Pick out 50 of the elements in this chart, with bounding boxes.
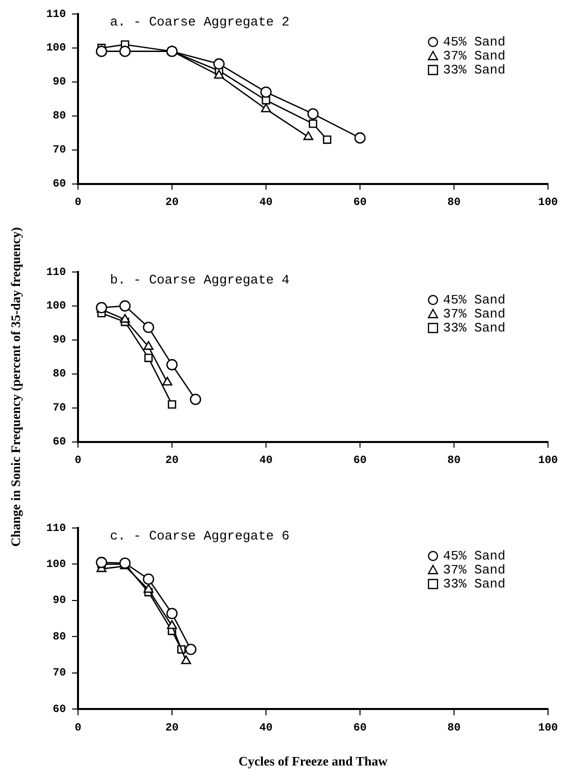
x-tick-label: 0 [74,455,82,468]
x-tick-label: 80 [447,197,461,210]
x-tick-label: 60 [353,722,367,735]
y-tick-label: 90 [52,595,66,608]
y-axis-title: Change in Sonic Frequency (percent of 35-day frequency) [8,227,24,547]
legend-label: 33% Sand [443,576,506,592]
legend-label: 33% Sand [443,62,506,78]
y-tick-label: 80 [52,368,66,381]
y-tick-label: 60 [52,178,66,191]
x-tick-label: 100 [538,455,558,468]
y-tick-label: 110 [46,8,66,21]
x-tick-label: 20 [165,455,179,468]
y-tick-label: 60 [52,704,66,716]
y-tick-label: 70 [52,668,66,680]
legend-label: 37% Sand [443,48,506,64]
legend-label: 37% Sand [443,306,506,322]
legend-label: 45% Sand [443,292,506,308]
x-tick-label: 0 [74,722,82,735]
x-tick-label: 20 [165,197,179,210]
legend-label: 45% Sand [443,548,506,564]
y-tick-label: 100 [46,559,66,572]
x-tick-label: 0 [74,197,82,210]
chart-title: b. - Coarse Aggregate 4 [110,272,290,288]
x-tick-label: 100 [538,722,558,735]
y-tick-label: 90 [52,334,66,347]
x-axis-title: Cycles of Freeze and Thaw [238,754,388,769]
y-tick-label: 110 [46,522,66,535]
x-tick-label: 40 [259,722,273,735]
chart-title: a. - Coarse Aggregate 2 [110,14,290,30]
legend-label: 33% Sand [443,320,506,336]
x-tick-label: 100 [538,197,558,210]
x-tick-label: 60 [353,197,367,210]
y-tick-label: 70 [52,144,66,157]
x-tick-label: 80 [447,455,461,468]
y-tick-label: 70 [52,402,66,415]
y-tick-label: 100 [46,42,66,55]
y-tick-label: 100 [46,300,66,313]
y-tick-label: 60 [52,436,66,449]
chart-title: c. - Coarse Aggregate 6 [110,528,290,544]
x-tick-label: 20 [165,722,179,735]
y-tick-label: 90 [52,76,66,89]
y-tick-label: 80 [52,110,66,123]
y-tick-label: 110 [46,266,66,279]
y-tick-label: 80 [52,631,66,644]
x-tick-label: 60 [353,455,367,468]
x-tick-label: 80 [447,722,461,735]
legend-label: 37% Sand [443,562,506,578]
x-tick-label: 40 [259,197,273,210]
x-tick-label: 40 [259,455,273,468]
legend-label: 45% Sand [443,34,506,50]
